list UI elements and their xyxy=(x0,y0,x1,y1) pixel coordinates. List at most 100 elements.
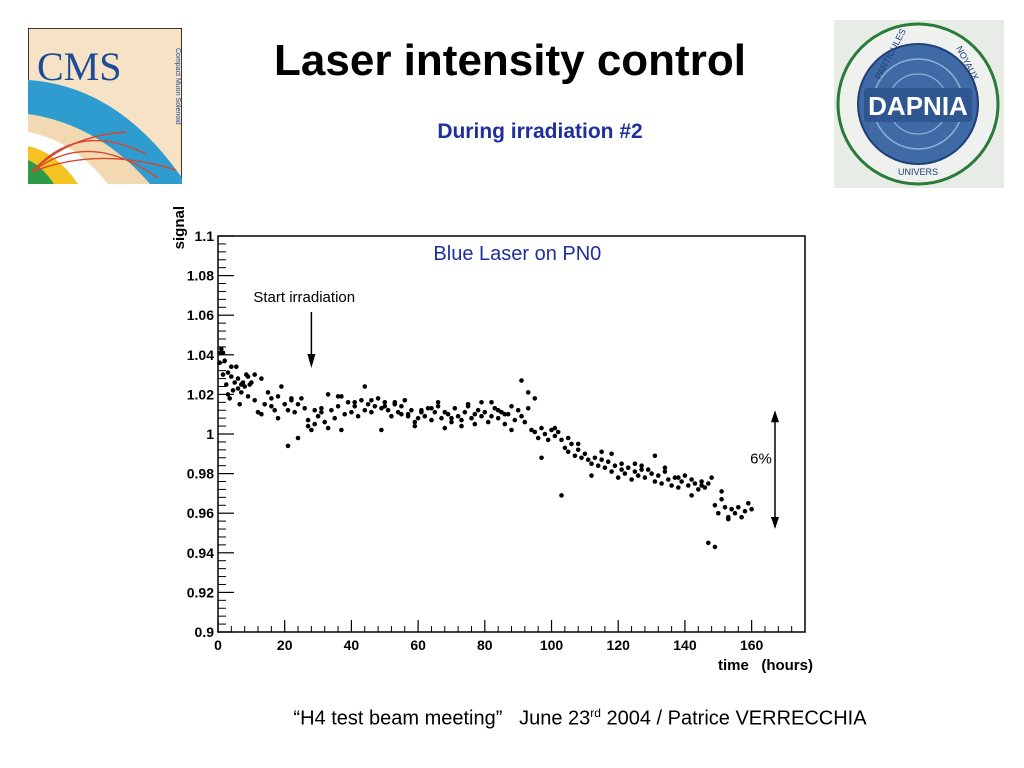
y-tick-label: 0.94 xyxy=(187,545,214,561)
data-point xyxy=(562,445,568,451)
data-point xyxy=(269,396,274,401)
data-point xyxy=(602,465,608,471)
data-point xyxy=(475,407,481,413)
drop-percent-label: 6% xyxy=(750,451,772,468)
data-point xyxy=(299,396,304,401)
data-point xyxy=(239,382,244,387)
data-point xyxy=(495,415,501,421)
data-point xyxy=(375,396,381,401)
data-point xyxy=(445,411,451,417)
x-tick-label: 140 xyxy=(673,637,697,653)
data-point xyxy=(719,489,724,494)
data-point xyxy=(642,475,648,480)
data-point xyxy=(259,376,264,381)
data-point xyxy=(609,451,614,457)
data-point xyxy=(676,485,681,490)
data-point xyxy=(565,449,571,455)
data-point xyxy=(220,372,226,377)
data-point xyxy=(352,404,357,409)
data-point xyxy=(682,473,688,478)
data-point xyxy=(227,396,232,401)
data-point xyxy=(689,477,694,482)
data-point xyxy=(639,463,644,469)
data-point xyxy=(322,419,327,425)
data-point xyxy=(522,419,528,425)
data-point xyxy=(666,477,671,482)
data-point xyxy=(582,451,588,457)
data-point xyxy=(699,483,704,488)
dapnia-logo: DAPNIA PARTICULES NOYAUX UNIVERS xyxy=(834,20,1004,188)
data-point xyxy=(482,409,488,415)
data-point xyxy=(519,378,524,383)
data-point xyxy=(599,449,604,455)
data-point xyxy=(345,400,351,405)
data-point xyxy=(512,417,518,423)
y-tick-label: 1.06 xyxy=(187,307,214,323)
data-point xyxy=(726,516,731,522)
y-tick-label: 1.1 xyxy=(195,228,215,244)
data-point xyxy=(645,467,651,472)
data-point xyxy=(392,400,398,405)
data-point xyxy=(515,407,521,413)
data-point xyxy=(472,421,478,427)
y-tick-label: 1.08 xyxy=(187,268,214,284)
data-point xyxy=(409,407,414,413)
data-point xyxy=(706,540,711,546)
data-point xyxy=(742,508,748,514)
data-point xyxy=(275,415,281,421)
data-point xyxy=(262,402,267,407)
data-point xyxy=(572,453,578,459)
footer-date-suffix: rd xyxy=(590,706,601,720)
data-point xyxy=(259,411,264,417)
data-point xyxy=(696,487,701,492)
data-point xyxy=(232,380,237,385)
data-point xyxy=(339,427,344,433)
data-point xyxy=(432,409,438,415)
data-point xyxy=(269,404,274,409)
data-point xyxy=(699,479,704,484)
data-point xyxy=(329,407,334,413)
data-point xyxy=(355,413,361,419)
slide-subtitle: During irradiation #2 xyxy=(437,120,643,143)
data-point xyxy=(462,409,468,415)
cms-logo: CMS Compact Muon Solenoid xyxy=(28,28,182,184)
data-point xyxy=(282,402,287,407)
data-point xyxy=(229,374,234,379)
slide-footer: “H4 test beam meeting” June 23rd 2004 / … xyxy=(160,706,1000,731)
data-point xyxy=(309,427,314,433)
data-point xyxy=(332,415,337,421)
data-point xyxy=(509,404,514,409)
data-point xyxy=(452,406,458,411)
data-point xyxy=(245,374,251,379)
data-point xyxy=(632,469,638,474)
data-point xyxy=(222,358,227,363)
y-tick-label: 0.92 xyxy=(187,584,214,600)
drop-range-arrowhead-bottom xyxy=(771,517,779,530)
cms-logo-text: CMS xyxy=(37,44,122,89)
data-point xyxy=(405,411,411,417)
data-point xyxy=(219,346,224,352)
data-point xyxy=(385,407,391,413)
data-point xyxy=(559,437,564,443)
data-point xyxy=(372,404,378,409)
data-point xyxy=(492,406,498,411)
data-point xyxy=(749,506,754,512)
data-point xyxy=(676,475,681,480)
data-point xyxy=(489,400,494,405)
chart-title: Blue Laser on PN0 xyxy=(433,243,601,265)
data-point xyxy=(285,407,291,413)
data-point xyxy=(672,475,678,480)
x-tick-label: 80 xyxy=(477,637,493,653)
x-tick-label: 120 xyxy=(607,637,631,653)
data-point xyxy=(479,400,484,405)
data-point xyxy=(519,413,524,419)
data-point xyxy=(349,409,354,415)
data-point xyxy=(249,380,254,385)
y-tick-label: 1 xyxy=(206,426,214,442)
x-tick-label: 0 xyxy=(214,637,222,653)
data-point xyxy=(382,400,388,405)
data-point xyxy=(495,407,501,413)
data-point xyxy=(739,514,744,520)
data-point xyxy=(292,409,297,415)
data-point xyxy=(379,406,384,411)
